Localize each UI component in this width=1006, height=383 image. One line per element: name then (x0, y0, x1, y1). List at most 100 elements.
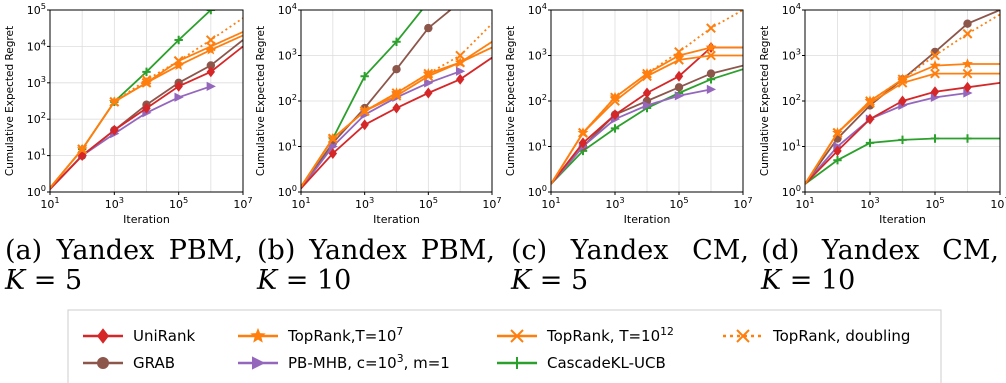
data-point-toprank-doubling (865, 96, 875, 106)
data-point-unirank (110, 124, 119, 136)
legend-label: PB-MHB, c=103, m=1 (288, 352, 450, 372)
legend-box (67, 309, 942, 383)
chart-panels: 101 103 105 107100101102103104105IterationC… (4, 0, 1006, 226)
series-group (805, 10, 1000, 185)
caption-word: PBM, (420, 235, 495, 266)
y-tick-label: 101 (782, 138, 801, 154)
y-axis-label: Cumulative Expected Regret (4, 26, 16, 176)
data-point-toprank-doubling (706, 23, 716, 34)
series-line-pb-mhb-c-10-3-m-1 (551, 88, 712, 185)
data-point-cascadekl-ucb (206, 10, 216, 15)
legend-marker (510, 329, 524, 343)
data-point-cascadekl-ucb (963, 134, 972, 143)
data-point-unirank (865, 113, 875, 125)
data-point-toprank-doubling (578, 127, 588, 138)
caption-word: Yandex (56, 235, 155, 266)
data-point-unirank (833, 145, 842, 157)
y-axis-label: Cumulative Expected Regret (255, 26, 267, 176)
y-tick-label: 104 (528, 1, 547, 17)
series-group (50, 10, 243, 190)
data-point-grab (706, 69, 716, 78)
chart-panel-a: 101 103 105 107100101102103104105IterationC… (4, 1, 253, 226)
data-point-toprank-doubling (674, 46, 684, 57)
data-point-pb-mhb-c-10-3-m-1 (206, 81, 216, 91)
data-point-grab (674, 83, 684, 92)
chart-panel-d: 101103105107100101102103104IterationCumu… (759, 1, 1006, 226)
data-point-cascadekl-ucb (833, 155, 842, 165)
x-axis-label: Iteration (879, 213, 926, 226)
y-tick-label: 104 (278, 1, 297, 17)
caption-word: PBM, (168, 235, 243, 266)
caption-c: (c) Yandex CM, K = 5 (511, 236, 749, 296)
legend-entry-grab: GRAB (83, 354, 175, 372)
data-point-pb-mhb-c-10-3-m-1 (706, 84, 717, 95)
chart-panel-b: 101 103 105 107100101102103104IterationCumu… (255, 0, 502, 226)
caption-d: (d) Yandex CM, K = 10 (761, 236, 999, 296)
data-point-toprank-t-10-7 (962, 58, 973, 69)
caption-k-value: K = 10 (761, 265, 856, 296)
data-point-toprank-doubling (391, 88, 402, 98)
y-tick-label: 102 (27, 110, 46, 126)
data-point-toprank-t-10-7 (205, 44, 217, 55)
data-point-toprank-doubling (173, 55, 184, 66)
x-tick-label: 107 (733, 195, 752, 211)
x-tick-label: 101 (541, 195, 560, 211)
data-point-toprank-doubling (141, 75, 152, 85)
data-point-cascadekl-ucb (898, 135, 907, 145)
y-tick-label: 100 (528, 183, 547, 199)
legend-label: TopRank, doubling (772, 327, 910, 345)
y-tick-label: 103 (27, 74, 46, 90)
y-tick-label: 101 (528, 138, 547, 154)
legend-marker (97, 357, 109, 369)
data-point-unirank (360, 119, 369, 131)
y-tick-label: 101 (278, 138, 297, 154)
data-point-cascadekl-ucb (392, 37, 401, 47)
y-tick-label: 104 (27, 37, 46, 53)
legend-entry-toprank-doubling: TopRank, doubling (723, 327, 910, 345)
legend: UniRank GRAB TopRank,T=107 PB-MHB, c=103, m… (67, 309, 942, 383)
series-line-pb-mhb-c-10-3-m-1 (50, 85, 212, 190)
y-tick-label: 101 (27, 147, 46, 163)
caption-b: (b) Yandex PBM, K = 10 (257, 236, 495, 296)
x-tick-label: 101 (795, 195, 814, 211)
data-point-pb-mhb-c-10-3-m-1 (930, 92, 941, 103)
data-point-cascadekl-ucb (865, 138, 875, 148)
legend-marker (736, 329, 750, 343)
data-point-pb-mhb-c-10-3-m-1 (174, 92, 184, 102)
x-tick-label: 107 (233, 195, 252, 211)
legend-entry-pb-mhb-c-10-3-m-1: PB-MHB, c=103, m=1 (238, 352, 450, 372)
data-point-toprank-t-10-12 (930, 68, 940, 79)
data-point-toprank-doubling (962, 28, 973, 39)
x-tick-label: 101 (291, 195, 310, 211)
data-point-toprank-t-10-7 (454, 56, 466, 68)
data-point-toprank-doubling (77, 144, 88, 155)
caption-word: CM, (942, 235, 999, 266)
x-axis-label: Iteration (373, 213, 420, 226)
caption-word: Yandex (570, 235, 669, 266)
data-point-toprank-doubling (455, 50, 466, 61)
data-point-toprank-doubling (930, 50, 940, 61)
caption-k-value: K = 5 (511, 265, 589, 296)
data-point-unirank (610, 109, 620, 121)
data-point-grab (392, 64, 401, 74)
data-point-toprank-t-10-7 (173, 59, 185, 70)
legend-label: GRAB (133, 354, 175, 372)
x-tick-label: 103 (355, 195, 374, 211)
legend-entry-cascadekl-ucb: CascadeKL-UCB (497, 354, 666, 372)
data-point-toprank-doubling (423, 68, 434, 79)
data-point-unirank (578, 137, 588, 149)
x-tick-label: 103 (605, 195, 624, 211)
data-point-unirank (674, 70, 684, 82)
legend-label: CascadeKL-UCB (547, 354, 666, 372)
series-group (301, 0, 492, 190)
legend-marker (511, 357, 523, 369)
y-tick-label: 103 (528, 47, 547, 63)
data-point-unirank (930, 86, 940, 98)
caption-k-value: K = 5 (5, 265, 83, 296)
legend-label: TopRank, T=1012 (546, 325, 674, 345)
x-tick-label: 107 (990, 195, 1006, 211)
caption-word: (a) (5, 235, 43, 266)
legend-entry-toprank-t-10-12: TopRank, T=1012 (497, 325, 674, 345)
data-point-cascadekl-ucb (424, 0, 432, 6)
